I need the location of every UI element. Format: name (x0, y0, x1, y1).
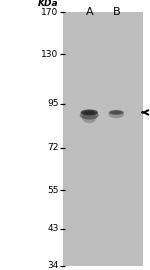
Text: 55: 55 (47, 185, 59, 195)
Text: 170: 170 (41, 8, 58, 17)
Ellipse shape (111, 111, 122, 114)
Ellipse shape (82, 111, 97, 123)
Text: B: B (113, 7, 121, 17)
Text: 43: 43 (47, 224, 58, 234)
Bar (63, 12, 142, 266)
Ellipse shape (108, 110, 124, 118)
Text: 95: 95 (47, 99, 59, 109)
Text: KDa: KDa (38, 0, 58, 8)
Text: 130: 130 (41, 50, 58, 59)
Text: A: A (85, 7, 93, 17)
Text: 34: 34 (47, 261, 58, 270)
Ellipse shape (80, 111, 99, 120)
Ellipse shape (84, 111, 94, 114)
Ellipse shape (109, 110, 124, 115)
Text: 72: 72 (47, 143, 58, 152)
Ellipse shape (81, 109, 98, 115)
